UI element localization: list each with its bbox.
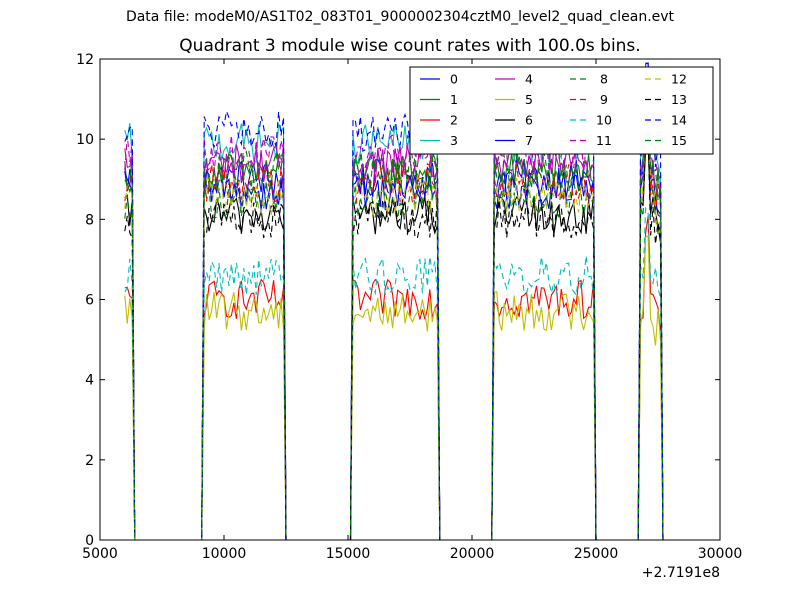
legend-label-15: 15 (671, 133, 687, 148)
series-line-9 (124, 108, 664, 541)
series-line-13 (124, 132, 664, 541)
x-tick-label: 10000 (202, 546, 247, 562)
legend-label-9: 9 (600, 92, 608, 107)
legend-label-5: 5 (525, 92, 533, 107)
series-line-15 (124, 79, 664, 541)
legend-label-13: 13 (671, 92, 687, 107)
series-line-7 (124, 100, 664, 541)
series-line-12 (124, 105, 664, 541)
legend-label-4: 4 (525, 72, 533, 87)
y-tick-label: 8 (85, 212, 94, 228)
legend-label-3: 3 (450, 133, 458, 148)
x-tick-label: 25000 (574, 546, 619, 562)
legend-label-2: 2 (450, 113, 458, 128)
legend-label-1: 1 (450, 92, 458, 107)
legend-label-8: 8 (600, 72, 608, 87)
y-tick-label: 2 (85, 453, 94, 469)
y-tick-label: 4 (85, 373, 94, 389)
x-tick-label: 20000 (450, 546, 495, 562)
y-tick-label: 12 (76, 52, 94, 68)
legend-label-7: 7 (525, 133, 533, 148)
series-line-2 (124, 215, 664, 541)
figure-suptitle: Data file: modeM0/AS1T02_083T01_90000023… (125, 9, 675, 25)
legend-label-11: 11 (596, 133, 612, 148)
legend-box (409, 66, 714, 155)
y-tick-label: 6 (85, 293, 94, 309)
x-tick-label: 5000 (82, 546, 118, 562)
series-line-8 (124, 116, 664, 541)
x-tick-label: 15000 (326, 546, 371, 562)
x-axis-offset-label: +2.7191e8 (642, 565, 720, 581)
y-tick-label: 10 (76, 132, 94, 148)
legend-label-12: 12 (671, 72, 687, 87)
y-tick-label: 0 (85, 533, 94, 549)
x-tick-label: 30000 (698, 546, 743, 562)
legend-label-6: 6 (525, 113, 533, 128)
series-line-11 (124, 62, 664, 541)
legend-label-10: 10 (596, 113, 612, 128)
legend-label-14: 14 (671, 113, 687, 128)
series-line-5 (124, 234, 664, 541)
series-layer (124, 62, 664, 541)
legend-label-0: 0 (450, 72, 458, 87)
chart-title: Quadrant 3 module wise count rates with … (179, 36, 641, 56)
series-line-10 (124, 206, 664, 541)
series-line-4 (124, 78, 664, 541)
